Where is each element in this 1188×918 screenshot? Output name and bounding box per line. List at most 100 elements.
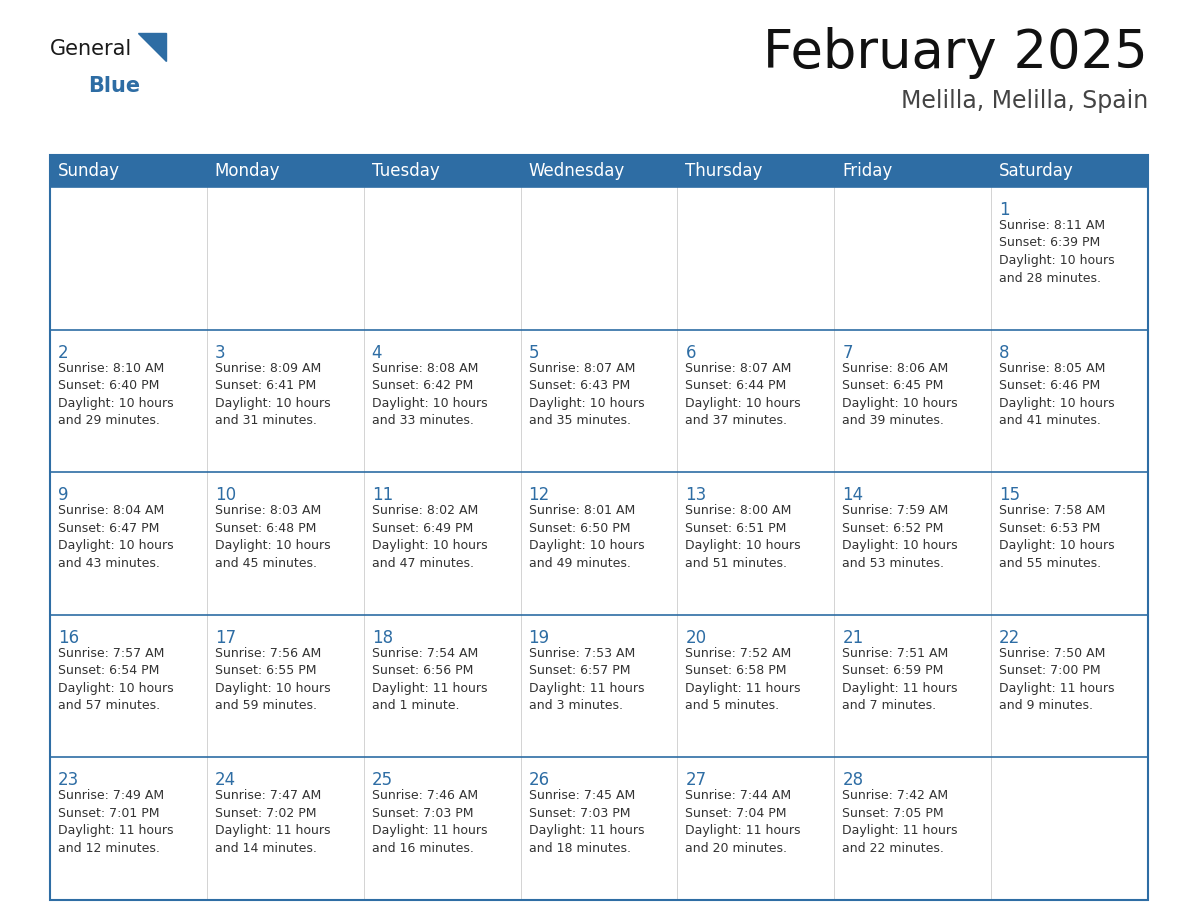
Text: Sunrise: 7:53 AM
Sunset: 6:57 PM
Daylight: 11 hours
and 3 minutes.: Sunrise: 7:53 AM Sunset: 6:57 PM Dayligh… (529, 647, 644, 712)
Text: 17: 17 (215, 629, 236, 647)
Bar (677, 330, 834, 472)
Text: Sunrise: 8:02 AM
Sunset: 6:49 PM
Daylight: 10 hours
and 47 minutes.: Sunrise: 8:02 AM Sunset: 6:49 PM Dayligh… (372, 504, 487, 570)
Bar (677, 187, 834, 330)
Text: Blue: Blue (88, 76, 140, 96)
Text: Sunrise: 8:01 AM
Sunset: 6:50 PM
Daylight: 10 hours
and 49 minutes.: Sunrise: 8:01 AM Sunset: 6:50 PM Dayligh… (529, 504, 644, 570)
Text: Sunrise: 8:06 AM
Sunset: 6:45 PM
Daylight: 10 hours
and 39 minutes.: Sunrise: 8:06 AM Sunset: 6:45 PM Dayligh… (842, 362, 958, 427)
Text: 7: 7 (842, 343, 853, 362)
Bar (520, 757, 677, 900)
Bar (520, 187, 677, 330)
Text: Monday: Monday (215, 162, 280, 180)
Bar (834, 757, 991, 900)
Bar (991, 330, 1148, 472)
Text: 19: 19 (529, 629, 550, 647)
Text: Sunday: Sunday (58, 162, 120, 180)
Bar (364, 615, 520, 757)
Text: 14: 14 (842, 487, 864, 504)
Text: 15: 15 (999, 487, 1020, 504)
Bar (50, 187, 207, 330)
Text: Sunrise: 8:03 AM
Sunset: 6:48 PM
Daylight: 10 hours
and 45 minutes.: Sunrise: 8:03 AM Sunset: 6:48 PM Dayligh… (215, 504, 330, 570)
Bar (50, 472, 207, 615)
Text: Sunrise: 7:58 AM
Sunset: 6:53 PM
Daylight: 10 hours
and 55 minutes.: Sunrise: 7:58 AM Sunset: 6:53 PM Dayligh… (999, 504, 1114, 570)
Bar (50, 330, 207, 472)
Text: Wednesday: Wednesday (529, 162, 625, 180)
Bar (50, 757, 207, 900)
Text: Sunrise: 8:11 AM
Sunset: 6:39 PM
Daylight: 10 hours
and 28 minutes.: Sunrise: 8:11 AM Sunset: 6:39 PM Dayligh… (999, 219, 1114, 285)
Bar (207, 757, 364, 900)
Text: 22: 22 (999, 629, 1020, 647)
Text: 10: 10 (215, 487, 236, 504)
Bar (364, 757, 520, 900)
Bar (364, 187, 520, 330)
Text: Sunrise: 7:50 AM
Sunset: 7:00 PM
Daylight: 11 hours
and 9 minutes.: Sunrise: 7:50 AM Sunset: 7:00 PM Dayligh… (999, 647, 1114, 712)
Text: 21: 21 (842, 629, 864, 647)
Bar (834, 615, 991, 757)
Text: Sunrise: 8:05 AM
Sunset: 6:46 PM
Daylight: 10 hours
and 41 minutes.: Sunrise: 8:05 AM Sunset: 6:46 PM Dayligh… (999, 362, 1114, 427)
Text: Sunrise: 7:57 AM
Sunset: 6:54 PM
Daylight: 10 hours
and 57 minutes.: Sunrise: 7:57 AM Sunset: 6:54 PM Dayligh… (58, 647, 173, 712)
Bar (520, 615, 677, 757)
Bar (207, 330, 364, 472)
Text: 11: 11 (372, 487, 393, 504)
Text: Sunrise: 7:45 AM
Sunset: 7:03 PM
Daylight: 11 hours
and 18 minutes.: Sunrise: 7:45 AM Sunset: 7:03 PM Dayligh… (529, 789, 644, 855)
Polygon shape (138, 33, 166, 61)
Text: Sunrise: 7:56 AM
Sunset: 6:55 PM
Daylight: 10 hours
and 59 minutes.: Sunrise: 7:56 AM Sunset: 6:55 PM Dayligh… (215, 647, 330, 712)
Bar (50, 615, 207, 757)
Text: 27: 27 (685, 771, 707, 789)
Bar (834, 330, 991, 472)
Text: Sunrise: 8:10 AM
Sunset: 6:40 PM
Daylight: 10 hours
and 29 minutes.: Sunrise: 8:10 AM Sunset: 6:40 PM Dayligh… (58, 362, 173, 427)
Text: Tuesday: Tuesday (372, 162, 440, 180)
Bar (364, 330, 520, 472)
Bar (520, 330, 677, 472)
Text: Saturday: Saturday (999, 162, 1074, 180)
Bar (834, 155, 991, 187)
Text: Sunrise: 7:59 AM
Sunset: 6:52 PM
Daylight: 10 hours
and 53 minutes.: Sunrise: 7:59 AM Sunset: 6:52 PM Dayligh… (842, 504, 958, 570)
Text: 28: 28 (842, 771, 864, 789)
Text: Sunrise: 7:47 AM
Sunset: 7:02 PM
Daylight: 11 hours
and 14 minutes.: Sunrise: 7:47 AM Sunset: 7:02 PM Dayligh… (215, 789, 330, 855)
Text: Sunrise: 8:07 AM
Sunset: 6:44 PM
Daylight: 10 hours
and 37 minutes.: Sunrise: 8:07 AM Sunset: 6:44 PM Dayligh… (685, 362, 801, 427)
Bar (991, 615, 1148, 757)
Text: 18: 18 (372, 629, 393, 647)
Bar (991, 155, 1148, 187)
Bar (677, 615, 834, 757)
Bar (364, 472, 520, 615)
Bar (50, 155, 207, 187)
Text: Sunrise: 7:54 AM
Sunset: 6:56 PM
Daylight: 11 hours
and 1 minute.: Sunrise: 7:54 AM Sunset: 6:56 PM Dayligh… (372, 647, 487, 712)
Text: 13: 13 (685, 487, 707, 504)
Text: 26: 26 (529, 771, 550, 789)
Text: Sunrise: 8:04 AM
Sunset: 6:47 PM
Daylight: 10 hours
and 43 minutes.: Sunrise: 8:04 AM Sunset: 6:47 PM Dayligh… (58, 504, 173, 570)
Text: 1: 1 (999, 201, 1010, 219)
Text: 24: 24 (215, 771, 236, 789)
Bar (677, 155, 834, 187)
Bar (991, 187, 1148, 330)
Text: Thursday: Thursday (685, 162, 763, 180)
Text: February 2025: February 2025 (763, 27, 1148, 79)
Bar (677, 472, 834, 615)
Bar (520, 155, 677, 187)
Bar (834, 187, 991, 330)
Text: Sunrise: 8:00 AM
Sunset: 6:51 PM
Daylight: 10 hours
and 51 minutes.: Sunrise: 8:00 AM Sunset: 6:51 PM Dayligh… (685, 504, 801, 570)
Bar (207, 155, 364, 187)
Text: 2: 2 (58, 343, 69, 362)
Bar (991, 757, 1148, 900)
Text: 4: 4 (372, 343, 383, 362)
Text: 25: 25 (372, 771, 393, 789)
Text: Sunrise: 8:09 AM
Sunset: 6:41 PM
Daylight: 10 hours
and 31 minutes.: Sunrise: 8:09 AM Sunset: 6:41 PM Dayligh… (215, 362, 330, 427)
Text: 3: 3 (215, 343, 226, 362)
Text: Sunrise: 7:42 AM
Sunset: 7:05 PM
Daylight: 11 hours
and 22 minutes.: Sunrise: 7:42 AM Sunset: 7:05 PM Dayligh… (842, 789, 958, 855)
Bar (364, 155, 520, 187)
Bar (50, 155, 1148, 900)
Text: Sunrise: 8:07 AM
Sunset: 6:43 PM
Daylight: 10 hours
and 35 minutes.: Sunrise: 8:07 AM Sunset: 6:43 PM Dayligh… (529, 362, 644, 427)
Text: Sunrise: 7:44 AM
Sunset: 7:04 PM
Daylight: 11 hours
and 20 minutes.: Sunrise: 7:44 AM Sunset: 7:04 PM Dayligh… (685, 789, 801, 855)
Text: 12: 12 (529, 487, 550, 504)
Bar (207, 472, 364, 615)
Text: Friday: Friday (842, 162, 892, 180)
Text: 20: 20 (685, 629, 707, 647)
Text: Sunrise: 7:52 AM
Sunset: 6:58 PM
Daylight: 11 hours
and 5 minutes.: Sunrise: 7:52 AM Sunset: 6:58 PM Dayligh… (685, 647, 801, 712)
Bar (207, 615, 364, 757)
Text: 16: 16 (58, 629, 80, 647)
Text: 6: 6 (685, 343, 696, 362)
Text: Sunrise: 7:46 AM
Sunset: 7:03 PM
Daylight: 11 hours
and 16 minutes.: Sunrise: 7:46 AM Sunset: 7:03 PM Dayligh… (372, 789, 487, 855)
Bar (677, 757, 834, 900)
Bar (207, 187, 364, 330)
Text: 5: 5 (529, 343, 539, 362)
